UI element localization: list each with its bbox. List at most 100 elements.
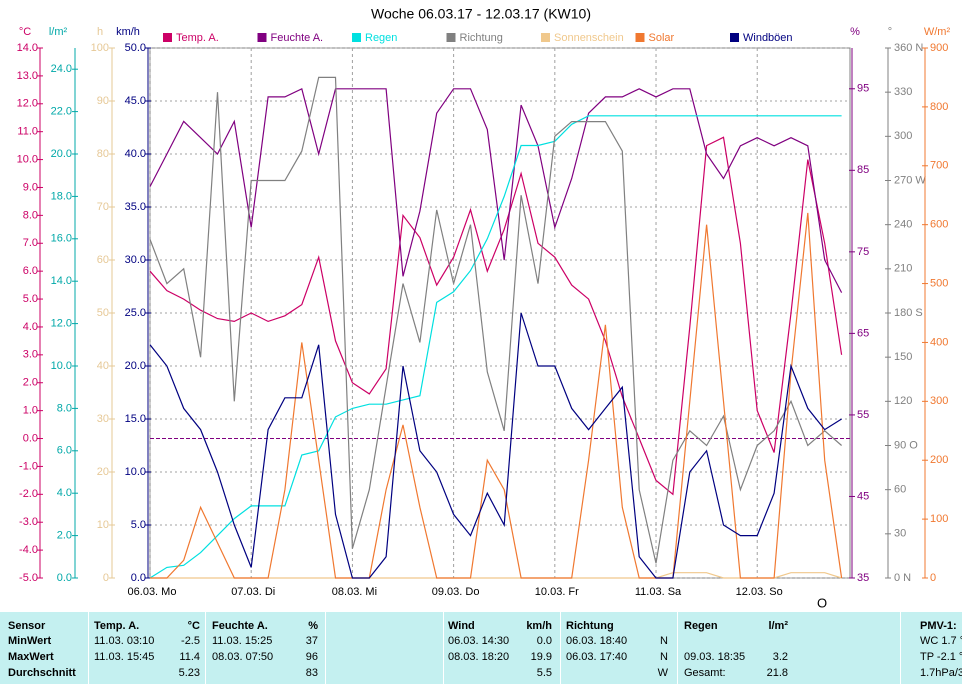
tick-label: 40 — [97, 360, 109, 372]
table-cell: PMV-1: — [920, 620, 957, 632]
tick-label: 2.0 — [23, 377, 38, 389]
tick-label: 85 — [857, 164, 869, 176]
tick-label: -5.0 — [19, 572, 38, 584]
legend-swatch — [730, 33, 739, 42]
tick-label: 35 — [857, 572, 869, 584]
legend-label: Sonnenschein — [554, 32, 624, 44]
table-cell: 06.03. 17:40 — [566, 651, 628, 663]
table-cell: Feuchte A. — [212, 620, 268, 632]
tick-label: 400 — [930, 336, 948, 348]
table-cell: 11.4 — [179, 651, 200, 663]
tick-label: 20 — [97, 466, 109, 478]
table-cell: 11.03. 15:45 — [94, 651, 155, 663]
series-line — [149, 136, 843, 496]
tick-label: 50.0 — [125, 42, 146, 54]
tick-label: 100 — [930, 513, 948, 525]
table-cell: °C — [187, 620, 200, 632]
tick-label: 300 — [894, 130, 912, 142]
tick-label: 5.0 — [131, 519, 146, 531]
tick-label: 300 — [930, 395, 948, 407]
table-cell: Durchschnitt — [8, 667, 76, 679]
legend-swatch — [352, 33, 361, 42]
axis-unit: W/m² — [924, 26, 951, 38]
legend-label: Windböen — [743, 32, 793, 44]
tick-label: 11.0 — [17, 126, 38, 138]
tick-label: 45 — [857, 490, 869, 502]
tick-label: 270 W — [894, 174, 926, 186]
tick-label: 8.0 — [57, 402, 72, 414]
axis-unit: ° — [888, 26, 892, 38]
tick-label: 14.0 — [51, 275, 72, 287]
table-cell: 0.0 — [536, 635, 552, 647]
series-line — [149, 312, 842, 579]
table-cell: N — [660, 651, 668, 663]
column-separator — [677, 612, 678, 684]
tick-label: 22.0 — [51, 106, 72, 118]
tick-label: 600 — [930, 219, 948, 231]
table-cell: 11.03. 15:25 — [212, 635, 273, 647]
tick-label: 12.0 — [51, 318, 72, 330]
table-cell: 21.8 — [766, 667, 788, 679]
series-line — [149, 87, 843, 293]
table-cell: 08.03. 07:50 — [212, 651, 274, 663]
x-tick-label: 11.03. Sa — [635, 586, 682, 598]
table-cell: Regen — [684, 620, 718, 632]
tick-label: 80 — [97, 148, 109, 160]
tick-label: 10 — [97, 519, 109, 531]
tick-label: 35.0 — [125, 201, 146, 213]
tick-label: 90 O — [894, 439, 918, 451]
table-cell: 3.2 — [772, 651, 788, 663]
table-cell: % — [308, 620, 318, 632]
legend-swatch — [541, 33, 550, 42]
table-cell: 06.03. 14:30 — [448, 635, 510, 647]
tick-label: 0 N — [894, 572, 911, 584]
table-cell: 06.03. 18:40 — [566, 635, 628, 647]
table-cell: 1.7hPa/3 — [920, 667, 962, 679]
tick-label: 55 — [857, 409, 869, 421]
tick-label: 1.0 — [23, 405, 38, 417]
tick-label: 90 — [97, 95, 109, 107]
tick-label: 24.0 — [51, 63, 72, 75]
table-cell: Wind — [448, 620, 475, 632]
axis-unit: °C — [19, 26, 31, 38]
tick-label: 9.0 — [23, 181, 38, 193]
x-tick-label: 07.03. Di — [231, 586, 275, 598]
tick-label: 900 — [930, 42, 948, 54]
chart: Woche 06.03.17 - 12.03.17 (KW10) O °C -5.… — [17, 6, 951, 611]
tick-label: 150 — [894, 351, 912, 363]
tick-label: -3.0 — [19, 516, 38, 528]
table-cell: l/m² — [768, 620, 788, 632]
tick-label: 16.0 — [51, 233, 72, 245]
tick-label: 0 — [103, 572, 109, 584]
tick-label: 65 — [857, 327, 869, 339]
table-cell: MaxWert — [8, 651, 54, 663]
tick-label: 8.0 — [23, 209, 38, 221]
tick-label: 4.0 — [57, 487, 72, 499]
stats-table: Sensor Temp. A. °C Feuchte A.% Wind km/h Richt… — [0, 612, 962, 684]
tick-label: 30 — [894, 528, 906, 540]
column-separator — [325, 612, 326, 684]
table-cell: 5.23 — [178, 667, 200, 679]
tick-label: 6.0 — [23, 265, 38, 277]
x-tick-label: 10.03. Fr — [535, 586, 579, 598]
column-separator — [88, 612, 89, 684]
tick-label: 15.0 — [125, 413, 146, 425]
legend-label: Solar — [649, 32, 675, 44]
x-tick-label: 09.03. Do — [432, 586, 480, 598]
tick-label: 10.0 — [17, 153, 38, 165]
tick-label: 60 — [97, 254, 109, 266]
legend-label: Regen — [365, 32, 397, 44]
legend-swatch — [163, 33, 172, 42]
tick-label: 13.0 — [17, 70, 38, 82]
tick-label: 60 — [894, 484, 906, 496]
axis-unit: km/h — [116, 26, 140, 38]
axis-unit: h — [97, 26, 103, 38]
tick-label: 0.0 — [57, 572, 72, 584]
table-cell: km/h — [526, 620, 552, 632]
table-cell: MinWert — [8, 635, 52, 647]
table-cell: N — [660, 635, 668, 647]
tick-label: 240 — [894, 219, 912, 231]
x-tick-label: 12.03. So — [736, 586, 783, 598]
legend-swatch — [635, 33, 645, 42]
